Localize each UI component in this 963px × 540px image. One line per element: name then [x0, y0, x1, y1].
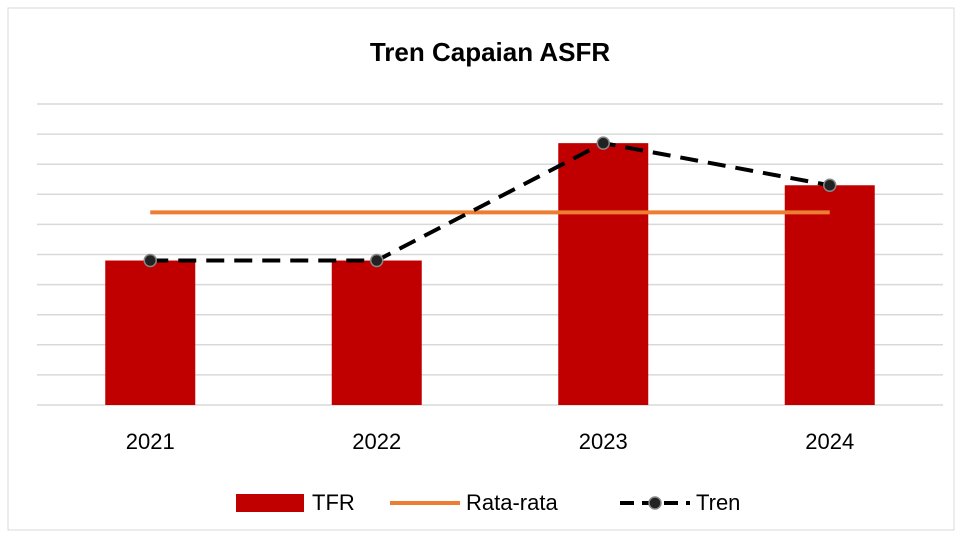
legend-label: Rata-rata	[466, 490, 558, 515]
x-tick-label: 2023	[579, 429, 628, 454]
bar	[784, 185, 875, 405]
bar	[331, 260, 422, 405]
x-tick-label: 2021	[126, 429, 175, 454]
legend-label: TFR	[312, 490, 355, 515]
chart-title: Tren Capaian ASFR	[370, 37, 611, 67]
bar	[105, 260, 196, 405]
x-tick-label: 2024	[805, 429, 854, 454]
trend-marker	[143, 253, 157, 268]
legend-label: Tren	[696, 490, 740, 515]
legend-swatch	[236, 494, 304, 512]
trend-marker	[823, 178, 837, 193]
legend-marker	[648, 496, 662, 510]
trend-marker	[370, 253, 384, 268]
trend-marker	[596, 136, 610, 150]
x-tick-label: 2022	[352, 429, 401, 454]
bar	[558, 143, 649, 405]
trend-line	[150, 141, 831, 263]
